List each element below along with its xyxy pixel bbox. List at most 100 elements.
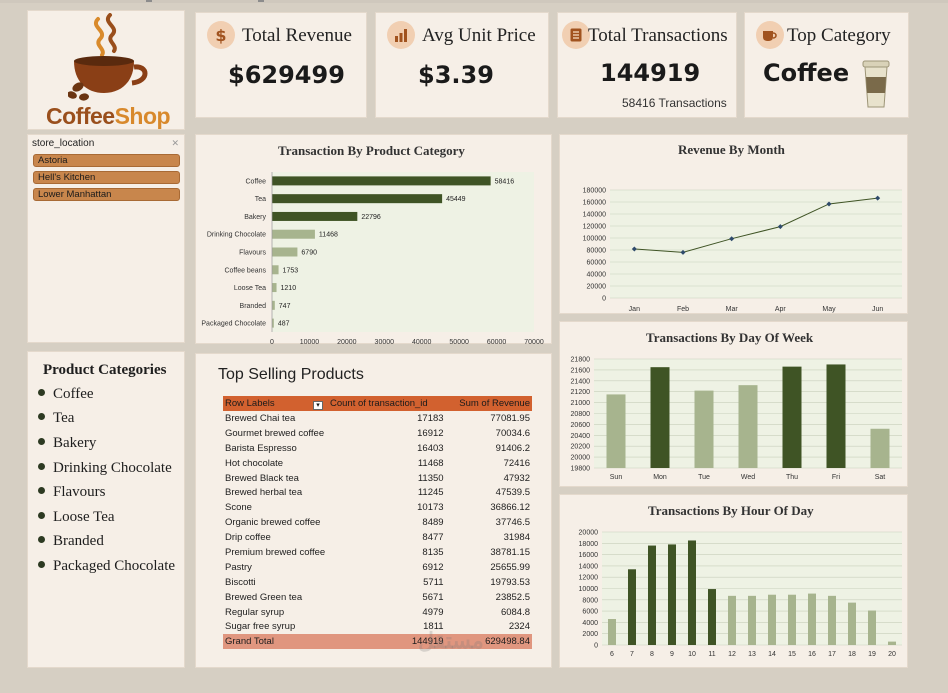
clear-filter-icon[interactable]: ✕ <box>171 138 179 148</box>
coffee-mug-icon <box>756 21 784 49</box>
slicer-item-astoria[interactable]: Astoria <box>33 154 180 167</box>
bar <box>828 595 836 645</box>
chart-title: Transaction By Product Category <box>278 143 465 158</box>
product-name-cell: Scone <box>225 502 252 514</box>
data-point <box>729 236 735 242</box>
product-name-cell: Premium brewed coffee <box>225 546 326 558</box>
x-tick-label: Sat <box>875 474 886 481</box>
data-label: 487 <box>278 321 290 328</box>
count-cell: 5671 <box>422 591 444 603</box>
x-tick-label: 14 <box>768 651 776 658</box>
category-item: Tea <box>38 410 74 427</box>
x-tick-label: 17 <box>828 651 836 658</box>
bullet-icon <box>38 512 45 520</box>
bar <box>808 593 816 645</box>
day-of-week-panel: Transactions By Day Of Week 19800 20000 20… <box>559 321 908 487</box>
categories-title: Product Categories <box>43 362 167 378</box>
data-label: 1753 <box>283 267 299 274</box>
x-tick-label: 15 <box>788 651 796 658</box>
product-name-cell: Drip coffee <box>225 532 271 544</box>
table-row[interactable]: Premium brewed coffee 8135 38781.15 <box>223 545 532 560</box>
bar <box>826 364 846 468</box>
x-tick-label: Tue <box>698 474 710 481</box>
table-row[interactable]: Drip coffee 8477 31984 <box>223 530 532 545</box>
category-item: Flavours <box>38 484 106 501</box>
product-name-cell: Brewed Chai tea <box>225 412 296 424</box>
y-tick-label: 21800 <box>571 357 591 364</box>
table-row[interactable]: Scone 10173 36866.12 <box>223 500 532 515</box>
table-row[interactable]: Regular syrup 4979 6084.8 <box>223 605 532 620</box>
table-row[interactable]: Brewed Chai tea 17183 77081.95 <box>223 411 532 426</box>
revenue-cell: 70034.6 <box>495 427 530 439</box>
kpi-value: 144919 <box>600 59 701 87</box>
header-revenue[interactable]: Sum of Revenue <box>445 396 532 411</box>
revenue-cell: 31984 <box>503 532 530 544</box>
category-item: Branded <box>38 533 104 550</box>
table-row[interactable]: Gourmet brewed coffee 16912 70034.6 <box>223 426 532 441</box>
table-row[interactable]: Sugar free syrup 1811 2324 <box>223 619 532 634</box>
category-item: Drinking Chocolate <box>38 460 172 477</box>
bar <box>606 394 626 468</box>
product-name-cell: Brewed Green tea <box>225 591 303 603</box>
bar-chart-icon <box>387 21 415 49</box>
revenue-cell: 91406.2 <box>495 442 530 454</box>
bar <box>728 595 736 645</box>
kpi-value: Coffee <box>763 59 850 87</box>
x-tick-label: 40000 <box>412 339 432 345</box>
revenue-cell: 72416 <box>503 457 530 469</box>
filter-dropdown-icon[interactable]: ▾ <box>313 400 323 410</box>
count-cell: 11350 <box>417 472 444 484</box>
header-row-labels[interactable]: Row Labels ▾ <box>223 396 328 411</box>
product-name-cell: Barista Espresso <box>225 442 297 454</box>
product-name-cell: Biscotti <box>225 576 256 588</box>
count-cell: 8477 <box>422 532 444 544</box>
category-item: Coffee <box>38 386 94 403</box>
column-marker <box>146 0 152 2</box>
y-tick-label: 18000 <box>579 541 599 548</box>
table-row[interactable]: Biscotti 5711 19793.53 <box>223 575 532 590</box>
bullet-icon <box>38 389 45 397</box>
column-marker <box>258 0 264 2</box>
grand-total-row: Grand Total 144919 629498.84 <box>223 634 532 650</box>
table-row[interactable]: Brewed Green tea 5671 23852.5 <box>223 590 532 605</box>
x-tick-label: Wed <box>741 474 755 481</box>
table-row[interactable]: Barista Espresso 16403 91406.2 <box>223 441 532 456</box>
y-tick-label: 2000 <box>582 631 598 638</box>
y-tick-label: 6000 <box>582 609 598 616</box>
bar <box>688 540 696 645</box>
y-tick-label: 20600 <box>571 422 591 429</box>
bullet-icon <box>38 536 45 544</box>
slicer-item-lower-manhattan[interactable]: Lower Manhattan <box>33 188 180 201</box>
bar <box>648 545 656 645</box>
bullet-icon <box>38 463 45 471</box>
table-row[interactable]: Brewed herbal tea 11245 47539.5 <box>223 485 532 500</box>
category-label: Bakery <box>244 214 266 221</box>
revenue-cell: 2324 <box>508 621 530 633</box>
table-row[interactable]: Hot chocolate 11468 72416 <box>223 456 532 471</box>
data-point <box>631 246 637 252</box>
category-label: Tea <box>53 410 75 426</box>
revenue-cell: 77081.95 <box>490 412 530 424</box>
y-tick-label: 100000 <box>583 236 606 243</box>
slicer-item-hells-kitchen[interactable]: Hell's Kitchen <box>33 171 180 184</box>
table-row[interactable]: Brewed Black tea 11350 47932 <box>223 471 532 486</box>
x-tick-label: 10000 <box>300 339 320 345</box>
x-tick-label: Jun <box>872 306 883 313</box>
bar <box>888 641 896 645</box>
header-count[interactable]: Count of transaction_id <box>328 396 446 411</box>
category-label: Coffee <box>53 386 94 402</box>
product-name-cell: Pastry <box>225 561 252 573</box>
bar <box>738 385 758 468</box>
table-row[interactable]: Pastry 6912 25655.99 <box>223 560 532 575</box>
revenue-cell: 47932 <box>503 472 530 484</box>
count-cell: 11245 <box>417 487 444 499</box>
x-tick-label: 10 <box>688 651 696 658</box>
bar <box>628 569 636 645</box>
revenue-cell: 37746.5 <box>495 517 530 529</box>
data-label: 747 <box>279 303 291 310</box>
brand-name: CoffeeShop <box>46 103 171 130</box>
slicer-title: store_location <box>32 138 95 149</box>
grand-total-count: 144919 <box>328 634 446 650</box>
table-row[interactable]: Organic brewed coffee 8489 37746.5 <box>223 515 532 530</box>
y-tick-label: 21400 <box>571 378 591 385</box>
